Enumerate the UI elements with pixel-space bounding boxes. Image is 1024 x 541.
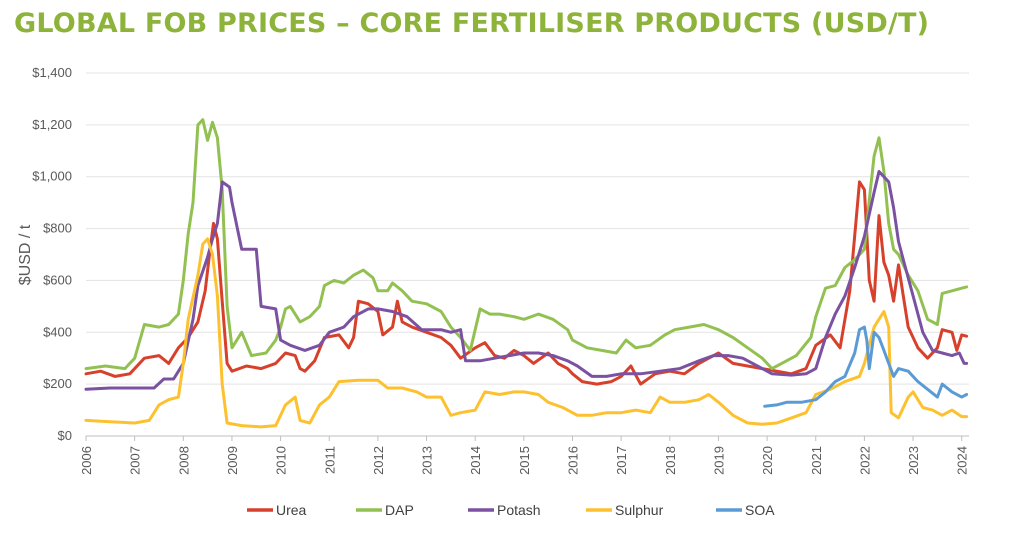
x-tick-label: 2008: [176, 446, 191, 475]
y-tick-label: $1,000: [32, 169, 72, 184]
y-tick-label: $1,200: [32, 117, 72, 132]
x-tick-label: 2018: [663, 446, 678, 475]
legend-label-dap: DAP: [385, 502, 414, 518]
y-axis-ticks: $0 $200 $400 $600 $800 $1,000 $1,200 $1,400: [32, 65, 72, 443]
x-tick-label: 2017: [614, 446, 629, 475]
x-tick-label: 2022: [857, 446, 872, 475]
legend-label-potash: Potash: [497, 502, 541, 518]
series-line-dap: [84, 118, 969, 371]
x-tick-label: 2021: [809, 446, 824, 475]
y-tick-label: $200: [43, 376, 72, 391]
x-tick-label: 2014: [468, 446, 483, 475]
x-tick-label: 2023: [906, 446, 921, 475]
x-tick-label: 2007: [128, 446, 143, 475]
y-tick-label: $0: [58, 428, 72, 443]
legend-label-soa: SOA: [745, 502, 775, 518]
legend-label-urea: Urea: [276, 502, 307, 518]
chart-title: GLOBAL FOB PRICES – CORE FERTILISER PROD…: [14, 8, 930, 39]
x-tick-label: 2011: [322, 446, 337, 474]
series-line-potash: [84, 170, 969, 391]
y-tick-label: $800: [43, 221, 72, 236]
x-tick-label: 2013: [420, 446, 435, 475]
x-tick-label: 2015: [517, 446, 532, 475]
legend-label-sulphur: Sulphur: [615, 502, 664, 518]
x-tick-label: 2006: [79, 446, 94, 475]
series-line-soa: [763, 325, 969, 408]
series-line-sulphur: [84, 237, 969, 429]
x-tick-label: 2020: [760, 446, 775, 475]
x-tick-label: 2010: [274, 446, 289, 475]
legend: Urea DAP Potash Sulphur SOA: [247, 502, 775, 518]
x-axis-ticks: 2006 2007 2008 2009 2010 2011 2012 2013 2014 2015…: [79, 436, 970, 475]
y-axis-label: $USD / t: [17, 224, 34, 285]
y-tick-label: $400: [43, 324, 72, 339]
x-tick-label: 2016: [566, 446, 581, 475]
x-tick-label: 2024: [955, 446, 970, 475]
series-lines: [84, 118, 969, 429]
y-tick-label: $600: [43, 272, 72, 287]
x-tick-label: 2019: [711, 446, 726, 475]
grid-lines: [86, 72, 969, 437]
series-line-urea: [84, 180, 969, 386]
y-tick-label: $1,400: [32, 65, 72, 80]
x-tick-label: 2009: [225, 446, 240, 475]
x-tick-label: 2012: [371, 446, 386, 475]
